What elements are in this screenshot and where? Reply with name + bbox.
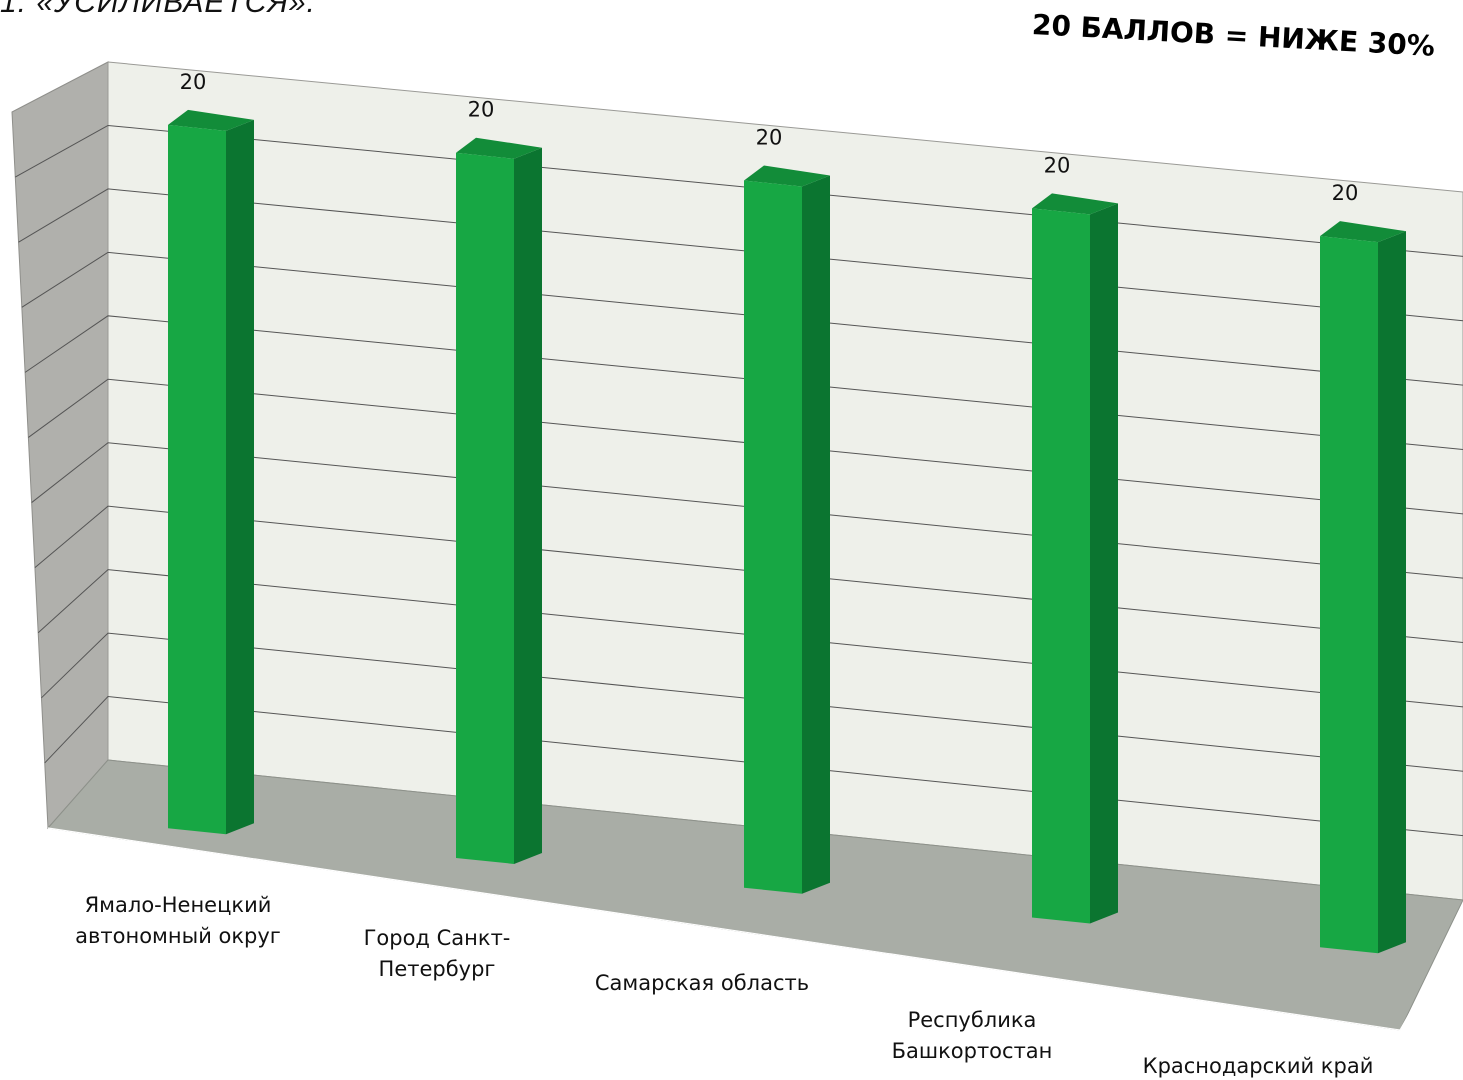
- bar-top: [1320, 221, 1406, 243]
- gridlines: [15, 124, 1463, 837]
- bar-front: [744, 180, 802, 894]
- bar-series: [168, 109, 1406, 954]
- category-label: Ямало-Ненецкий автономный округ: [75, 893, 281, 948]
- gridline: [18, 188, 1463, 322]
- bar-side: [514, 147, 542, 864]
- data-labels: 20 20 20 20 20: [180, 70, 1359, 205]
- category-label-line: автономный округ: [75, 924, 281, 948]
- category-label: Самарская область: [595, 971, 809, 995]
- floor-edge: [47, 827, 1451, 1031]
- category-label-line: Башкортостан: [892, 1039, 1053, 1063]
- bar: [1320, 221, 1406, 954]
- bar-side: [1378, 231, 1406, 954]
- bar: [1032, 193, 1118, 924]
- bar-top: [168, 109, 254, 131]
- bar: [456, 137, 542, 864]
- cropped-heading-text: 1. «УСИЛИВАЕТСЯ».: [0, 0, 316, 19]
- bar-side: [226, 119, 254, 835]
- gridline: [24, 315, 1463, 450]
- gridline: [34, 505, 1463, 644]
- category-label-line: Город Санкт-: [364, 926, 511, 950]
- bar-front: [456, 152, 514, 864]
- gridline: [31, 442, 1463, 579]
- category-label-line: Краснодарский край: [1143, 1054, 1374, 1078]
- data-label: 20: [468, 98, 495, 122]
- gridline: [41, 632, 1463, 772]
- bar-front: [168, 124, 226, 835]
- bar-side: [1090, 203, 1118, 924]
- bar-top: [456, 137, 542, 159]
- bar-top: [744, 165, 830, 187]
- category-label-line: Петербург: [379, 957, 496, 981]
- category-label-line: Республика: [908, 1008, 1037, 1032]
- data-label: 20: [756, 126, 783, 150]
- category-label: Республика Башкортостан: [892, 1008, 1053, 1063]
- category-label-line: Ямало-Ненецкий: [85, 893, 272, 917]
- bar-top: [1032, 193, 1118, 215]
- bar-side: [802, 175, 830, 894]
- gridline: [28, 378, 1463, 515]
- data-label: 20: [1044, 153, 1071, 177]
- bar: [744, 165, 830, 894]
- category-label-line: Самарская область: [595, 971, 809, 995]
- side-wall: [11, 61, 109, 830]
- gridline: [21, 251, 1463, 386]
- bar-front: [1320, 236, 1378, 954]
- category-label: Краснодарский край: [1143, 1054, 1374, 1078]
- data-label: 20: [1332, 181, 1359, 205]
- category-labels: Ямало-Ненецкий автономный округ Город Санк…: [75, 893, 1373, 1078]
- gridline: [15, 124, 1463, 257]
- bar: [168, 109, 254, 835]
- gridline: [37, 569, 1463, 708]
- gridline: [44, 696, 1463, 837]
- category-label: Город Санкт- Петербург: [364, 926, 511, 981]
- data-label: 20: [180, 70, 207, 94]
- bar-front: [1032, 208, 1090, 924]
